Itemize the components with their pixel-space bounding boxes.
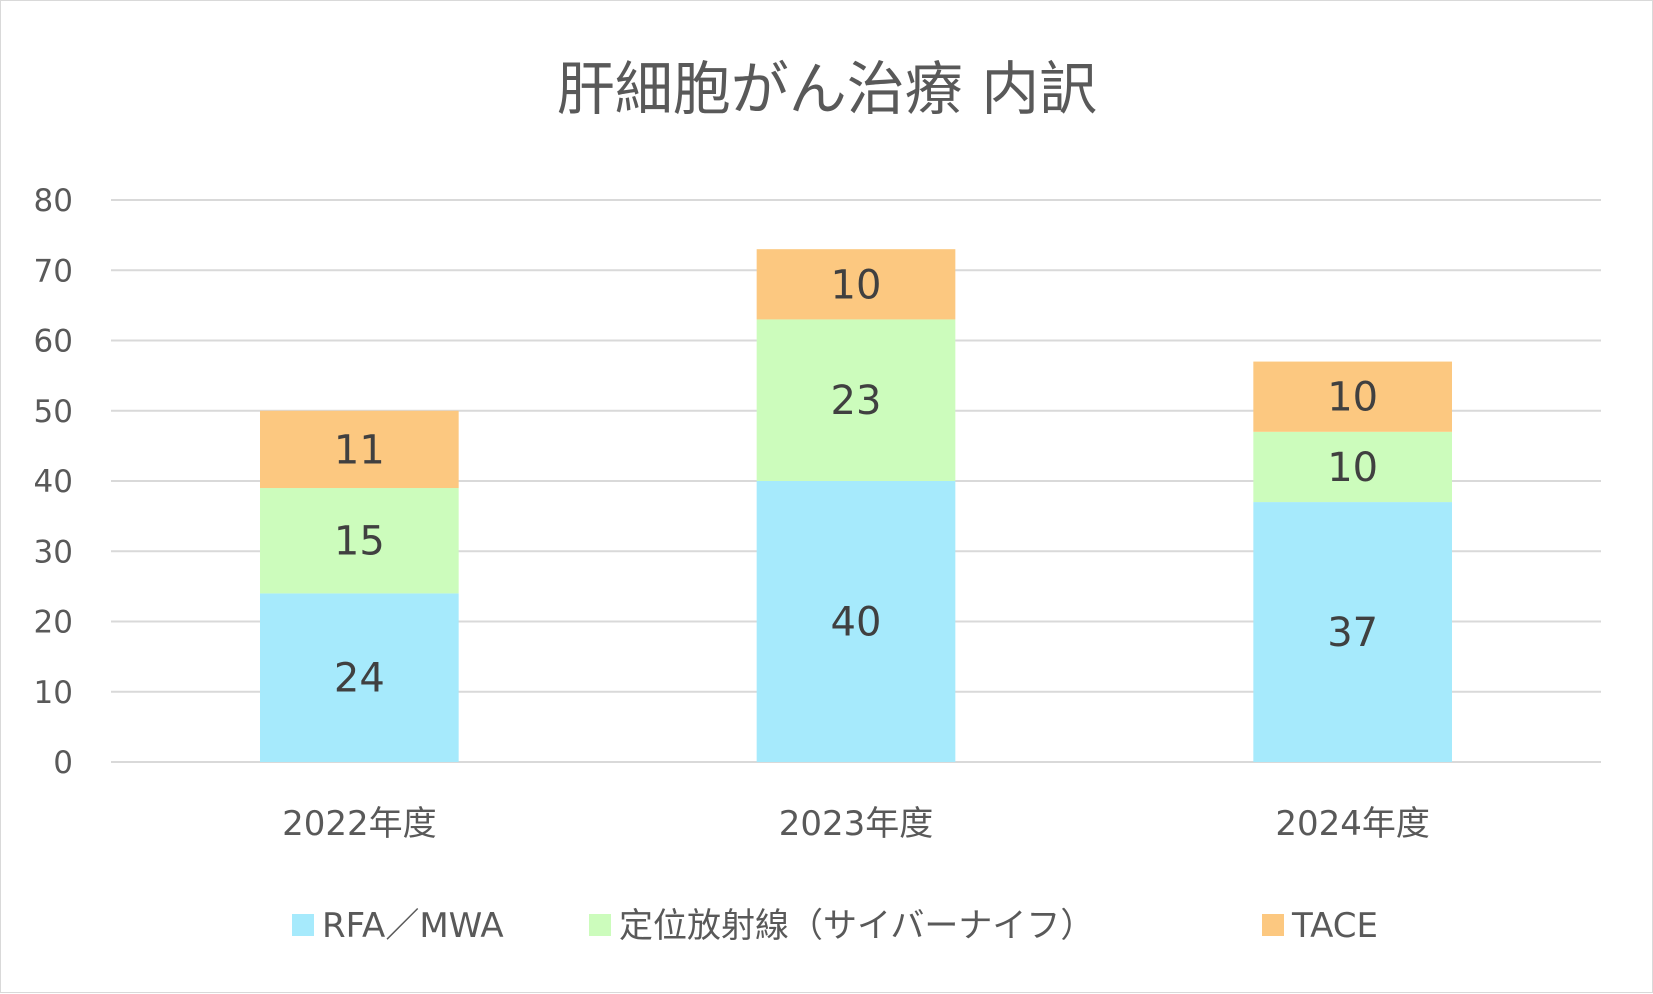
bar-segment-0-0	[260, 593, 459, 762]
bar-segment-2-0	[1253, 502, 1452, 762]
y-tick-label-4: 40	[34, 464, 73, 500]
y-tick-label-5: 50	[34, 394, 73, 430]
y-tick-label-1: 10	[34, 675, 73, 711]
bars	[260, 249, 1452, 762]
data-label-2-1: 10	[1327, 445, 1378, 491]
bar-segment-2-1	[1253, 431, 1452, 503]
legend-label-2: TACE	[1291, 906, 1378, 946]
bar-segment-0-1	[260, 488, 459, 594]
data-label-1-1: 23	[831, 378, 882, 424]
x-category-label-1: 2023年度	[779, 804, 934, 844]
bar-segment-1-0	[756, 481, 956, 762]
chart-title: 肝細胞がん治療 内訳	[557, 55, 1097, 123]
x-category-label-0: 2022年度	[282, 804, 437, 844]
bar-segment-2-2	[1253, 361, 1452, 432]
y-tick-label-3: 30	[34, 534, 73, 570]
bar-segment-0-2	[260, 410, 459, 489]
y-tick-label-2: 20	[34, 605, 73, 641]
bar-segment-1-1	[756, 319, 956, 481]
y-tick-label-6: 60	[34, 324, 73, 360]
legend-swatch-0	[292, 914, 314, 936]
data-label-1-0: 40	[831, 600, 882, 646]
legend: RFA／MWA 定位放射線（サイバーナイフ） TACE	[292, 906, 1378, 946]
y-tick-label-0: 0	[53, 745, 73, 781]
legend-swatch-2	[1262, 914, 1284, 936]
y-tick-label-7: 70	[34, 253, 73, 289]
x-axis-categories: 2022年度 2023年度 2024年度	[282, 804, 1430, 844]
y-tick-label-8: 80	[34, 183, 73, 219]
data-label-0-1: 15	[334, 519, 385, 565]
bar-segment-1-2	[756, 249, 956, 320]
data-label-0-2: 11	[334, 427, 385, 473]
legend-label-1: 定位放射線（サイバーナイフ）	[619, 906, 1094, 946]
data-label-2-0: 37	[1327, 610, 1378, 656]
data-label-1-2: 10	[831, 262, 882, 308]
legend-label-0: RFA／MWA	[322, 906, 504, 946]
x-category-label-2: 2024年度	[1275, 804, 1430, 844]
data-labels: 24 15 11 40 23 10 37 10 10	[334, 262, 1378, 701]
y-axis-ticks: 0 10 20 30 40 50 60 70 80	[34, 183, 73, 781]
data-label-2-2: 10	[1327, 375, 1378, 421]
legend-swatch-1	[589, 914, 611, 936]
data-label-0-0: 24	[334, 656, 385, 702]
